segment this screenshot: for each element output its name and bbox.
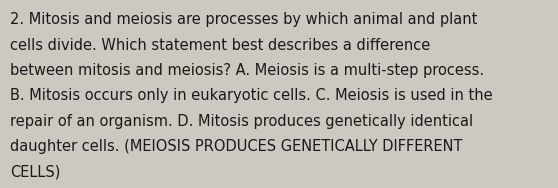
Text: daughter cells. (MEIOSIS PRODUCES GENETICALLY DIFFERENT: daughter cells. (MEIOSIS PRODUCES GENETI…	[10, 139, 463, 154]
Text: 2. Mitosis and meiosis are processes by which animal and plant: 2. Mitosis and meiosis are processes by …	[10, 12, 478, 27]
Text: cells divide. Which statement best describes a difference: cells divide. Which statement best descr…	[10, 38, 430, 53]
Text: between mitosis and meiosis? A. Meiosis is a multi-step process.: between mitosis and meiosis? A. Meiosis …	[10, 63, 484, 78]
Text: CELLS): CELLS)	[10, 164, 60, 180]
Text: repair of an organism. D. Mitosis produces genetically identical: repair of an organism. D. Mitosis produc…	[10, 114, 473, 129]
Text: B. Mitosis occurs only in eukaryotic cells. C. Meiosis is used in the: B. Mitosis occurs only in eukaryotic cel…	[10, 88, 493, 103]
